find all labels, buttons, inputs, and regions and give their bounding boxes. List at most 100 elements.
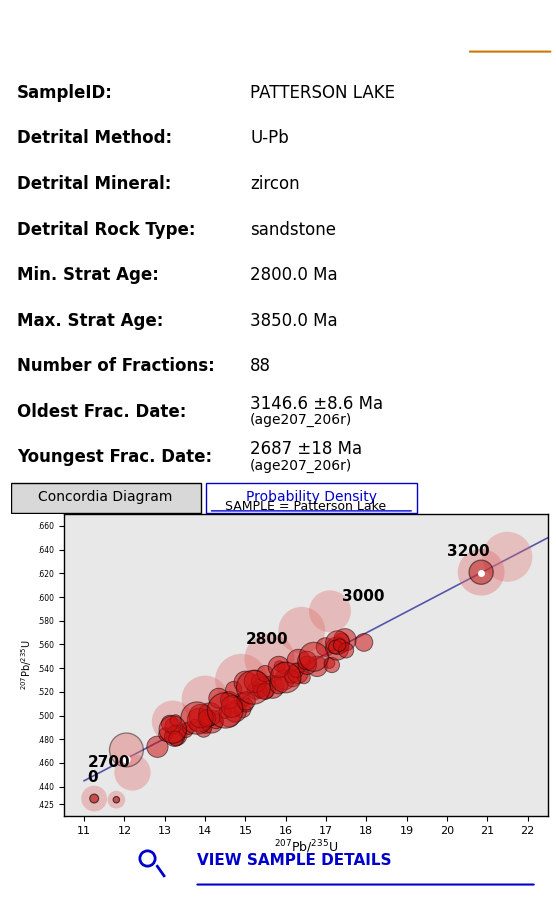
Ellipse shape [165,726,185,747]
Ellipse shape [215,654,267,706]
Ellipse shape [333,639,346,651]
Ellipse shape [158,728,172,741]
Ellipse shape [239,698,253,712]
Ellipse shape [234,701,251,718]
Ellipse shape [324,658,335,668]
Text: Youngest Frac. Date:: Youngest Frac. Date: [17,448,212,466]
X-axis label: $^{207}$Pb/$^{235}$U: $^{207}$Pb/$^{235}$U [274,839,338,856]
Ellipse shape [220,707,240,727]
Ellipse shape [247,682,264,699]
Text: 2687 ±18 Ma: 2687 ±18 Ma [250,440,363,458]
Ellipse shape [200,711,223,733]
Text: VIEW SAMPLE DETAILS: VIEW SAMPLE DETAILS [197,853,392,869]
Text: U-Pb: U-Pb [250,129,289,147]
Ellipse shape [287,649,310,672]
Text: Number of Fractions:: Number of Fractions: [17,357,215,375]
Text: Concordia Diagram: Concordia Diagram [38,491,173,504]
Ellipse shape [274,670,295,690]
Ellipse shape [270,662,301,693]
Ellipse shape [190,719,201,730]
Ellipse shape [297,651,316,670]
Ellipse shape [299,642,329,671]
Ellipse shape [161,715,178,732]
Ellipse shape [285,669,299,683]
Ellipse shape [483,532,532,582]
Text: 3146.6 ±8.6 Ma: 3146.6 ±8.6 Ma [250,395,383,413]
Ellipse shape [270,676,288,694]
Ellipse shape [110,733,143,767]
Bar [11,483,201,512]
Ellipse shape [181,702,213,734]
Ellipse shape [165,718,181,734]
Ellipse shape [274,661,285,672]
Text: Min. Strat Age:: Min. Strat Age: [17,266,158,284]
Ellipse shape [257,683,274,699]
Text: Detrital Method:: Detrital Method: [17,129,172,147]
Ellipse shape [234,693,249,708]
Text: (age207_206r): (age207_206r) [250,413,353,428]
Ellipse shape [198,710,216,727]
Bar [206,483,417,512]
Text: Oldest Frac. Date:: Oldest Frac. Date: [17,403,186,421]
Ellipse shape [257,666,274,682]
Ellipse shape [326,630,349,655]
Ellipse shape [220,691,238,709]
Ellipse shape [325,637,349,660]
Text: Max. Strat Age:: Max. Strat Age: [17,312,163,330]
Ellipse shape [244,670,266,693]
Ellipse shape [298,656,316,675]
Ellipse shape [147,736,168,758]
Text: sandstone: sandstone [250,221,336,238]
Text: PATTERSON LAKE: PATTERSON LAKE [250,84,395,102]
Ellipse shape [279,607,325,654]
Ellipse shape [209,714,224,729]
Title: SAMPLE = Patterson Lake: SAMPLE = Patterson Lake [225,500,386,513]
Ellipse shape [166,724,187,746]
Ellipse shape [307,656,327,676]
Ellipse shape [335,642,346,653]
Text: 3​00​0: 3​00​0 [342,589,385,604]
Ellipse shape [207,693,243,728]
Text: 2800: 2800 [245,632,288,647]
Ellipse shape [221,695,243,717]
Text: 3200: 3200 [447,544,489,559]
Text: zircon: zircon [250,175,300,193]
Ellipse shape [182,676,229,723]
Text: 88: 88 [250,357,271,375]
Text: (age207_206r): (age207_206r) [250,458,353,473]
Ellipse shape [253,684,267,697]
Ellipse shape [168,732,183,746]
Ellipse shape [289,663,304,677]
Ellipse shape [189,704,212,728]
Ellipse shape [469,560,493,584]
Ellipse shape [198,703,222,726]
Text: Sample Details:: Sample Details: [11,20,183,39]
Ellipse shape [355,633,373,651]
Text: 2700
0: 2700 0 [87,755,130,785]
Ellipse shape [226,681,242,697]
Ellipse shape [234,671,257,694]
Ellipse shape [334,633,349,649]
Ellipse shape [268,657,290,677]
Ellipse shape [81,786,107,812]
Ellipse shape [288,663,308,684]
Ellipse shape [152,701,193,742]
Text: Probability Density: Probability Density [246,491,376,504]
Ellipse shape [199,721,212,733]
Ellipse shape [245,634,295,684]
Ellipse shape [334,629,356,651]
Text: SampleID:: SampleID: [17,84,112,102]
Ellipse shape [178,723,193,738]
Text: 3850.0 Ma: 3850.0 Ma [250,312,338,330]
Ellipse shape [90,794,98,803]
Ellipse shape [316,638,335,657]
Ellipse shape [159,716,186,743]
Ellipse shape [458,548,504,595]
Ellipse shape [261,676,284,698]
Ellipse shape [285,671,301,686]
Ellipse shape [225,701,246,723]
Ellipse shape [113,796,120,803]
Text: 2800.0 Ma: 2800.0 Ma [250,266,338,284]
Text: Detrital Mineral:: Detrital Mineral: [17,175,171,193]
Y-axis label: $^{207}$Pb/$^{235}$U: $^{207}$Pb/$^{235}$U [19,640,34,691]
